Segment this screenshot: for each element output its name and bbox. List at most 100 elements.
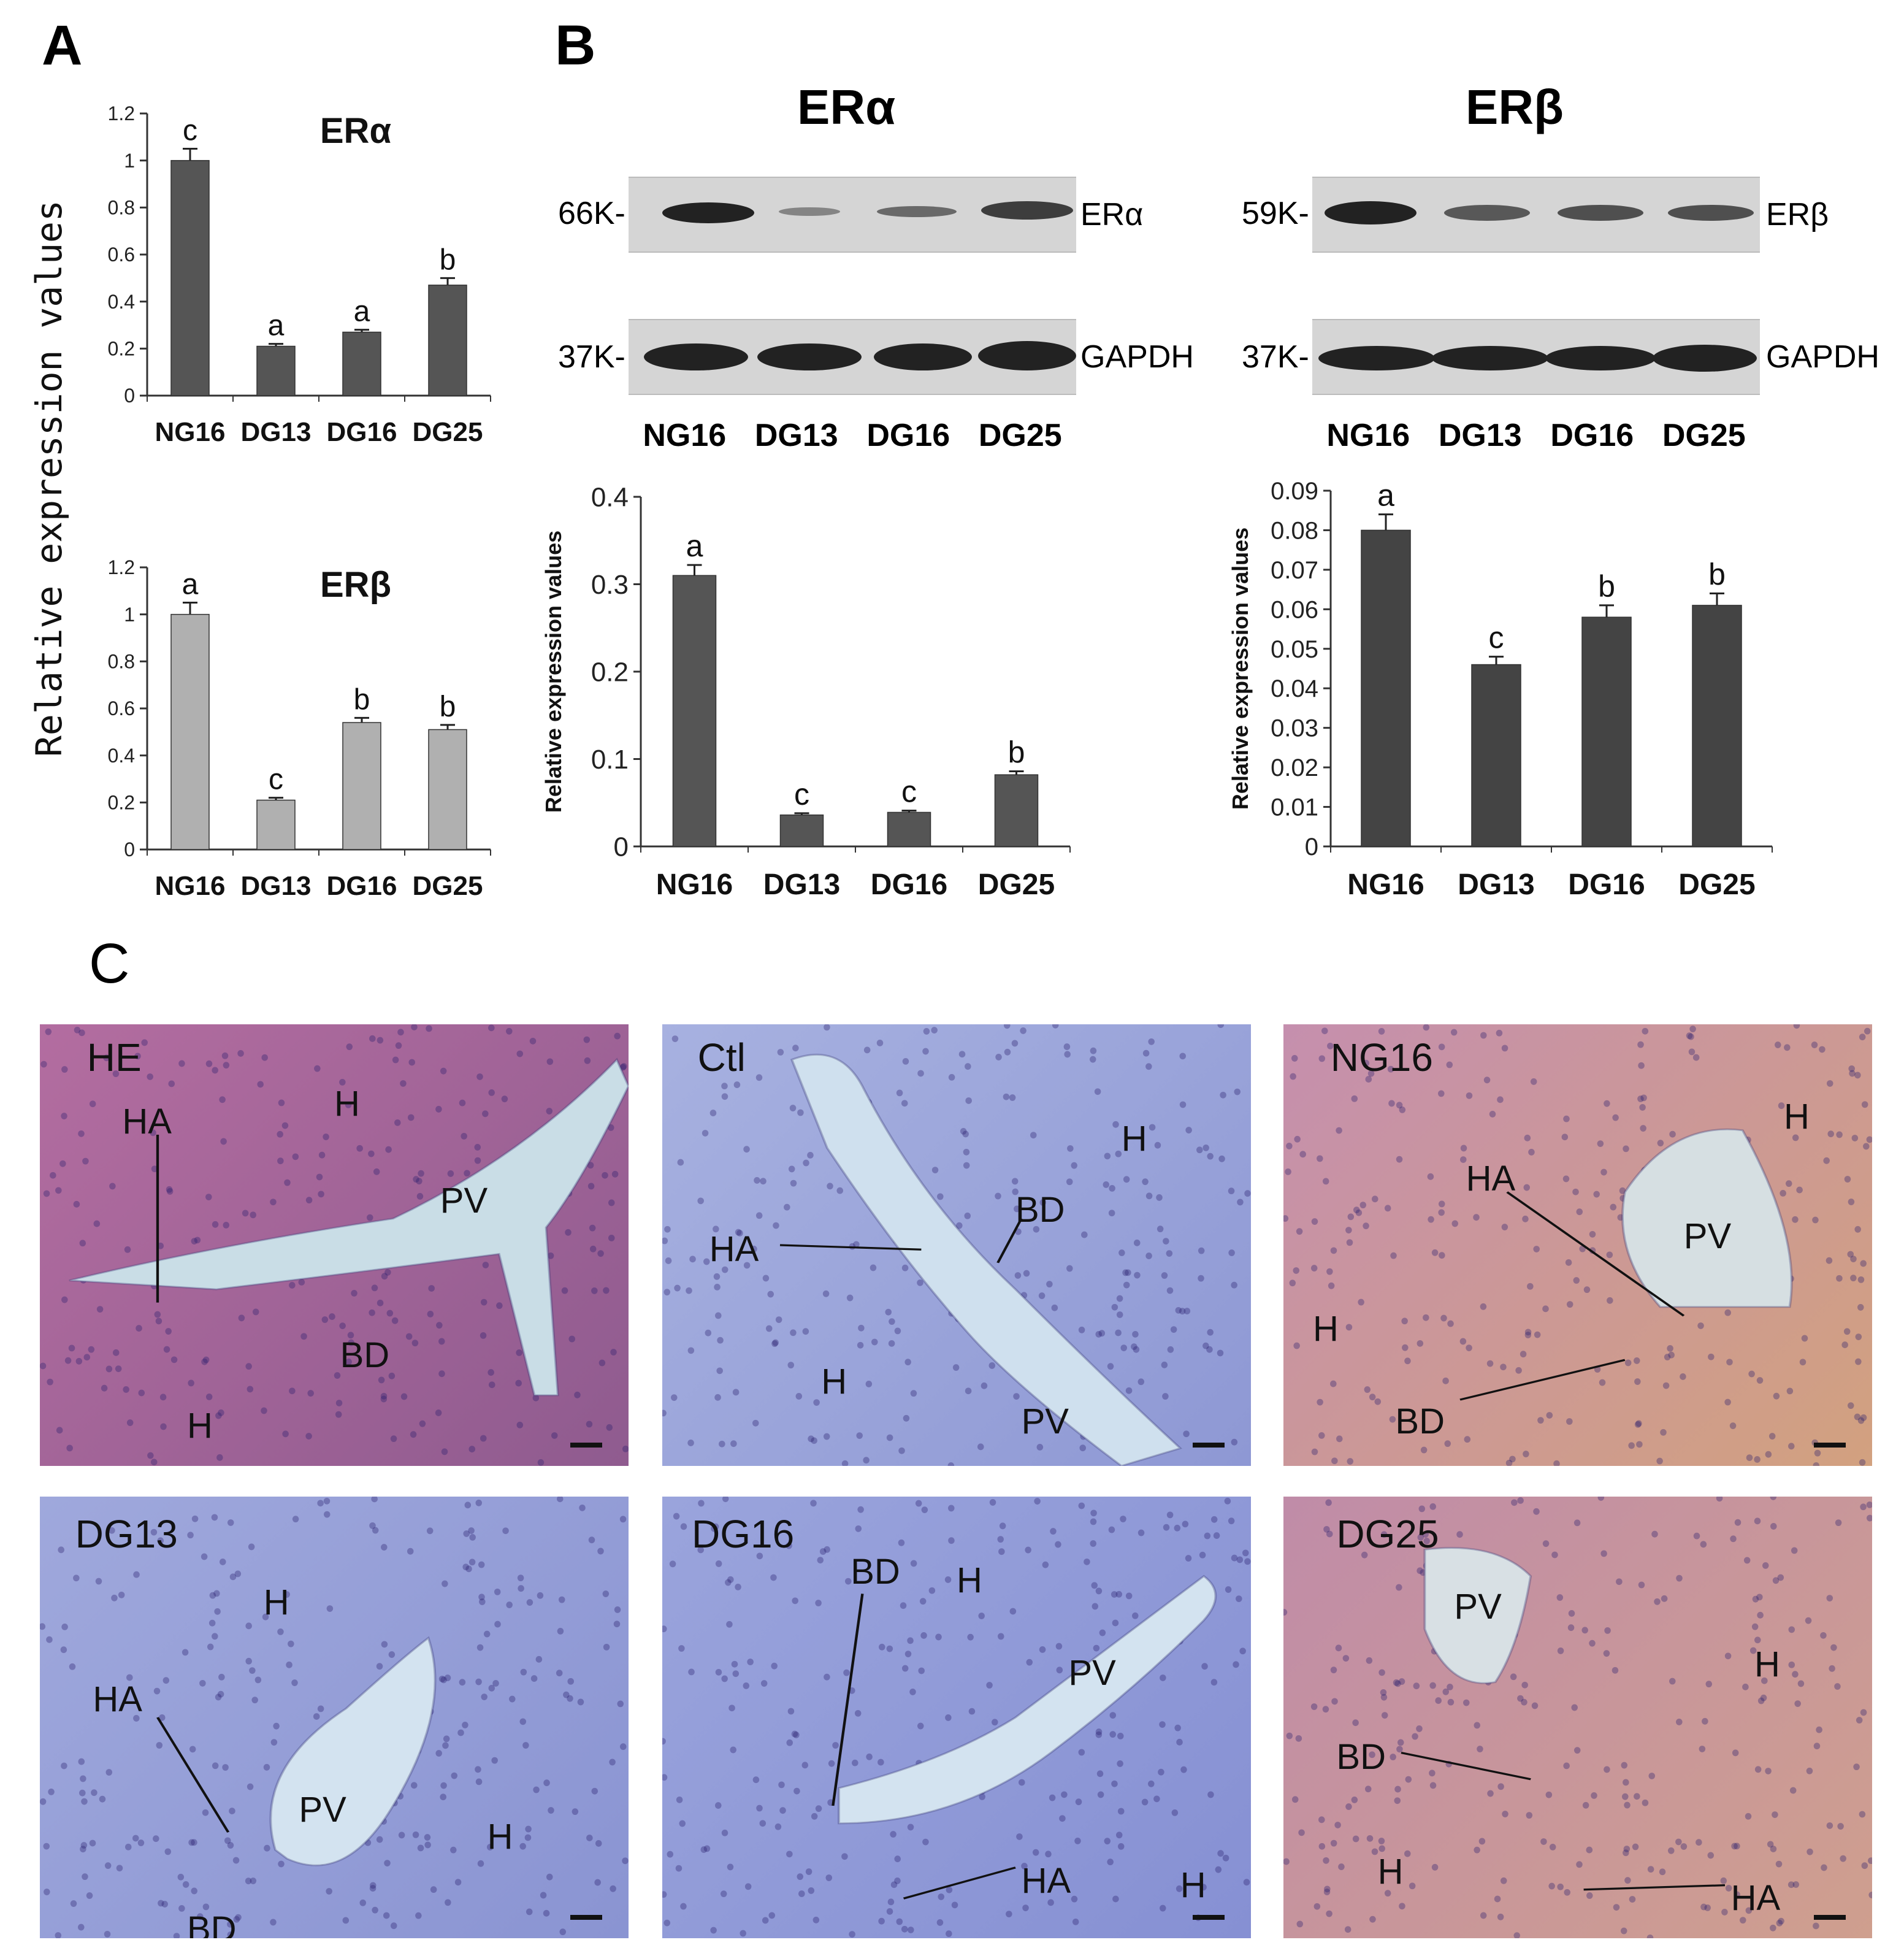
- nucleus-dot: [1648, 1773, 1656, 1779]
- nucleus-dot: [689, 1256, 696, 1263]
- nucleus-dot: [606, 1424, 613, 1431]
- nucleus-dot: [1090, 1047, 1097, 1054]
- bar-dg16: [342, 331, 381, 396]
- nucleus-dot: [522, 1742, 529, 1749]
- nucleus-dot: [1323, 1857, 1329, 1864]
- panel-a-ylabel: Relative expression values: [28, 200, 70, 757]
- category-label: DG25: [413, 871, 483, 901]
- nucleus-dot: [878, 1643, 885, 1651]
- nucleus-dot: [784, 1203, 790, 1211]
- nucleus-dot: [819, 1548, 827, 1555]
- nucleus-dot: [556, 1497, 564, 1503]
- nucleus-dot: [1394, 1785, 1401, 1793]
- nucleus-dot: [1780, 1190, 1786, 1197]
- nucleus-dot: [1866, 1501, 1872, 1508]
- nucleus-dot: [677, 1159, 684, 1166]
- nucleus-dot: [475, 1778, 483, 1785]
- nucleus-dot: [622, 1857, 629, 1865]
- nucleus-dot: [82, 1157, 89, 1165]
- tissue-label-bd: BD: [187, 1909, 237, 1938]
- nucleus-dot: [519, 1718, 527, 1725]
- nucleus-dot: [754, 1177, 760, 1184]
- nucleus-dot: [270, 1739, 278, 1746]
- nucleus-dot: [1794, 1700, 1801, 1708]
- nucleus-dot: [1792, 1671, 1799, 1678]
- tissue-label-pv: PV: [1068, 1653, 1116, 1693]
- nucleus-dot: [1749, 1647, 1757, 1654]
- nucleus-dot: [1789, 1787, 1797, 1794]
- scale-bar: [570, 1443, 602, 1448]
- nucleus-dot: [678, 1645, 685, 1652]
- nucleus-dot: [1162, 1393, 1169, 1400]
- nucleus-dot: [1866, 1514, 1872, 1522]
- nucleus-dot: [1868, 1892, 1872, 1898]
- tissue-label-h: H: [821, 1362, 847, 1402]
- nucleus-dot: [947, 1462, 955, 1466]
- nucleus-dot: [1196, 1146, 1203, 1154]
- pointer-line: [1506, 1191, 1685, 1317]
- nucleus-dot: [1153, 1795, 1160, 1803]
- nucleus-dot: [1816, 1726, 1822, 1733]
- tissue-label-ha: HA: [122, 1101, 172, 1141]
- nucleus-dot: [1011, 1178, 1019, 1185]
- pointer-line: [156, 1717, 230, 1833]
- nucleus-dot: [263, 1763, 270, 1771]
- nucleus-dot: [1351, 1095, 1358, 1102]
- nucleus-dot: [1640, 1094, 1647, 1102]
- nucleus-dot: [1860, 1503, 1867, 1511]
- nucleus-dot: [270, 1199, 277, 1206]
- nucleus-dot: [430, 1886, 437, 1893]
- nucleus-dot: [440, 1676, 447, 1684]
- nucleus-dot: [468, 1559, 476, 1566]
- nucleus-dot: [482, 1110, 489, 1118]
- nucleus-dot: [608, 1124, 614, 1131]
- nucleus-dot: [1396, 1746, 1403, 1753]
- nucleus-dot: [1661, 1595, 1668, 1602]
- nucleus-dot: [95, 1578, 102, 1585]
- nucleus-dot: [688, 1668, 695, 1676]
- nucleus-dot: [132, 1835, 139, 1842]
- lane-label: DG13: [754, 418, 838, 453]
- scale-bar: [1814, 1915, 1846, 1920]
- nucleus-dot: [464, 1170, 470, 1177]
- nucleus-dot: [289, 1282, 296, 1289]
- nucleus-dot: [1613, 1904, 1620, 1911]
- nucleus-dot: [284, 1179, 291, 1186]
- nucleus-dot: [797, 1109, 804, 1116]
- nucleus-dot: [1586, 1892, 1593, 1899]
- nucleus-dot: [611, 1170, 619, 1178]
- nucleus-dot: [254, 1676, 262, 1684]
- nucleus-dot: [823, 1433, 830, 1440]
- nucleus-dot: [1380, 1693, 1388, 1701]
- nucleus-dot: [1145, 1063, 1152, 1070]
- nucleus-dot: [1557, 1883, 1564, 1890]
- nucleus-dot: [292, 1153, 299, 1160]
- nucleus-dot: [526, 1599, 533, 1606]
- nucleus-dot: [1237, 1199, 1244, 1206]
- nucleus-dot: [771, 1340, 778, 1348]
- nucleus-dot: [1364, 1785, 1372, 1793]
- y-tick-label: 0.03: [1271, 715, 1318, 742]
- nucleus-dot: [40, 1362, 47, 1370]
- nucleus-dot: [1680, 1843, 1688, 1850]
- nucleus-dot: [1829, 1665, 1835, 1672]
- tissue-label-h: H: [1784, 1097, 1810, 1137]
- nucleus-dot: [1327, 1042, 1334, 1049]
- nucleus-dot: [1161, 1272, 1168, 1279]
- bar-dg16: [887, 811, 931, 847]
- nucleus-dot: [207, 1643, 214, 1651]
- nucleus-dot: [810, 1500, 817, 1507]
- nucleus-dot: [1571, 1704, 1578, 1711]
- nucleus-dot: [1290, 1073, 1296, 1080]
- nucleus-dot: [1036, 1444, 1044, 1451]
- nucleus-dot: [877, 1758, 884, 1766]
- nucleus-dot: [55, 1932, 62, 1938]
- nucleus-dot: [889, 1318, 895, 1325]
- nucleus-dot: [1055, 1541, 1061, 1548]
- nucleus-dot: [1756, 1377, 1764, 1384]
- nucleus-dot: [1806, 1767, 1813, 1774]
- blot-erb-bottom-label: GAPDH: [1766, 339, 1879, 375]
- nucleus-dot: [1573, 1747, 1581, 1754]
- nucleus-dot: [1438, 1209, 1445, 1216]
- nucleus-dot: [1409, 1882, 1416, 1890]
